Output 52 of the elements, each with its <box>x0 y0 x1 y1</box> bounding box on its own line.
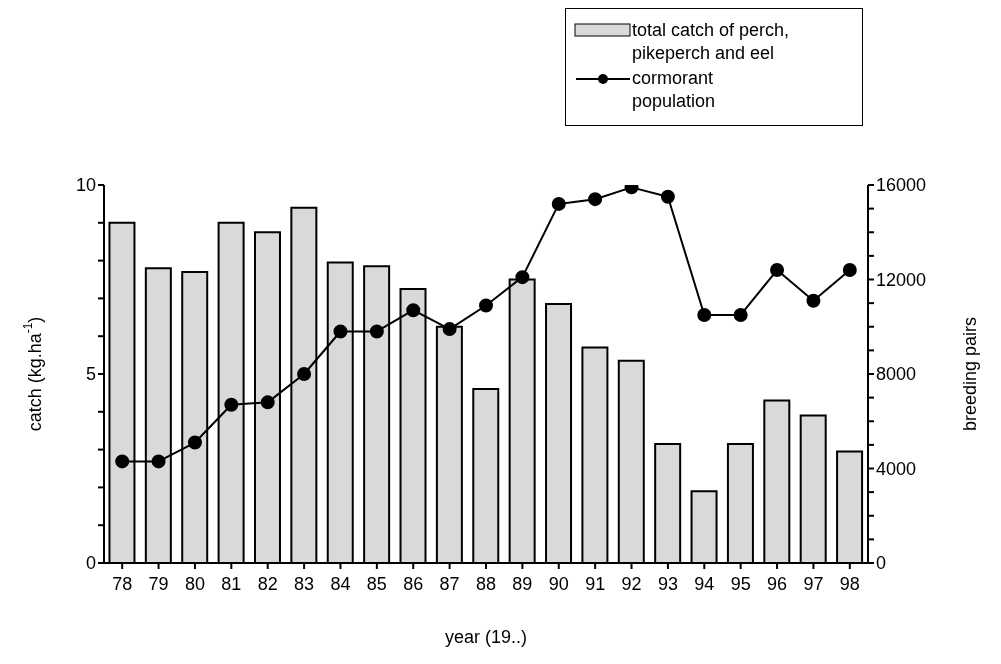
point <box>842 263 857 278</box>
y2-tick-label: 16000 <box>876 175 927 196</box>
x-tick-label: 95 <box>730 573 751 594</box>
x-tick-label: 92 <box>621 573 642 594</box>
y2-tick-label: 12000 <box>876 269 927 290</box>
point <box>551 196 566 211</box>
x-tick-label: 98 <box>839 573 860 594</box>
point <box>806 293 821 308</box>
point <box>406 303 421 318</box>
x-tick-label: 81 <box>221 573 242 594</box>
point <box>770 263 785 278</box>
x-tick-label: 79 <box>148 573 169 594</box>
x-tick-label: 97 <box>803 573 824 594</box>
x-tick-label: 94 <box>694 573 715 594</box>
y-tick-label: 5 <box>85 364 96 385</box>
point <box>588 192 603 207</box>
point <box>151 454 166 469</box>
x-tick-label: 88 <box>475 573 497 594</box>
point <box>187 435 202 450</box>
y-tick-label: 10 <box>75 175 96 196</box>
legend-label: cormorant population <box>632 67 717 113</box>
point <box>224 397 239 412</box>
x-tick-label: 96 <box>767 573 788 594</box>
point <box>369 324 384 339</box>
point <box>333 324 348 339</box>
point <box>115 454 130 469</box>
x-axis-title: year (19..) <box>444 627 528 647</box>
point <box>733 307 748 322</box>
y2-tick-label: 4000 <box>876 458 917 479</box>
point <box>442 322 457 337</box>
point <box>260 395 275 410</box>
point <box>660 189 675 204</box>
x-tick-label: 90 <box>548 573 569 594</box>
x-tick-label: 78 <box>112 573 133 594</box>
x-tick-label: 86 <box>403 573 424 594</box>
x-tick-label: 82 <box>257 573 278 594</box>
point <box>697 307 712 322</box>
point <box>515 270 530 285</box>
y2-tick-label: 8000 <box>876 364 917 385</box>
y-tick-label: 0 <box>85 553 96 574</box>
x-tick-label: 87 <box>439 573 460 594</box>
y2-tick-label: 0 <box>876 553 887 574</box>
x-tick-label: 84 <box>330 573 351 594</box>
x-tick-label: 85 <box>366 573 387 594</box>
x-tick-label: 83 <box>294 573 315 594</box>
point <box>479 298 493 313</box>
y2-axis-title: breeding pairs <box>959 316 980 432</box>
x-tick-label: 93 <box>657 573 678 594</box>
x-tick-label: 80 <box>184 573 205 594</box>
x-tick-label: 91 <box>585 573 606 594</box>
point <box>297 367 312 381</box>
x-tick-label: 89 <box>512 573 533 594</box>
